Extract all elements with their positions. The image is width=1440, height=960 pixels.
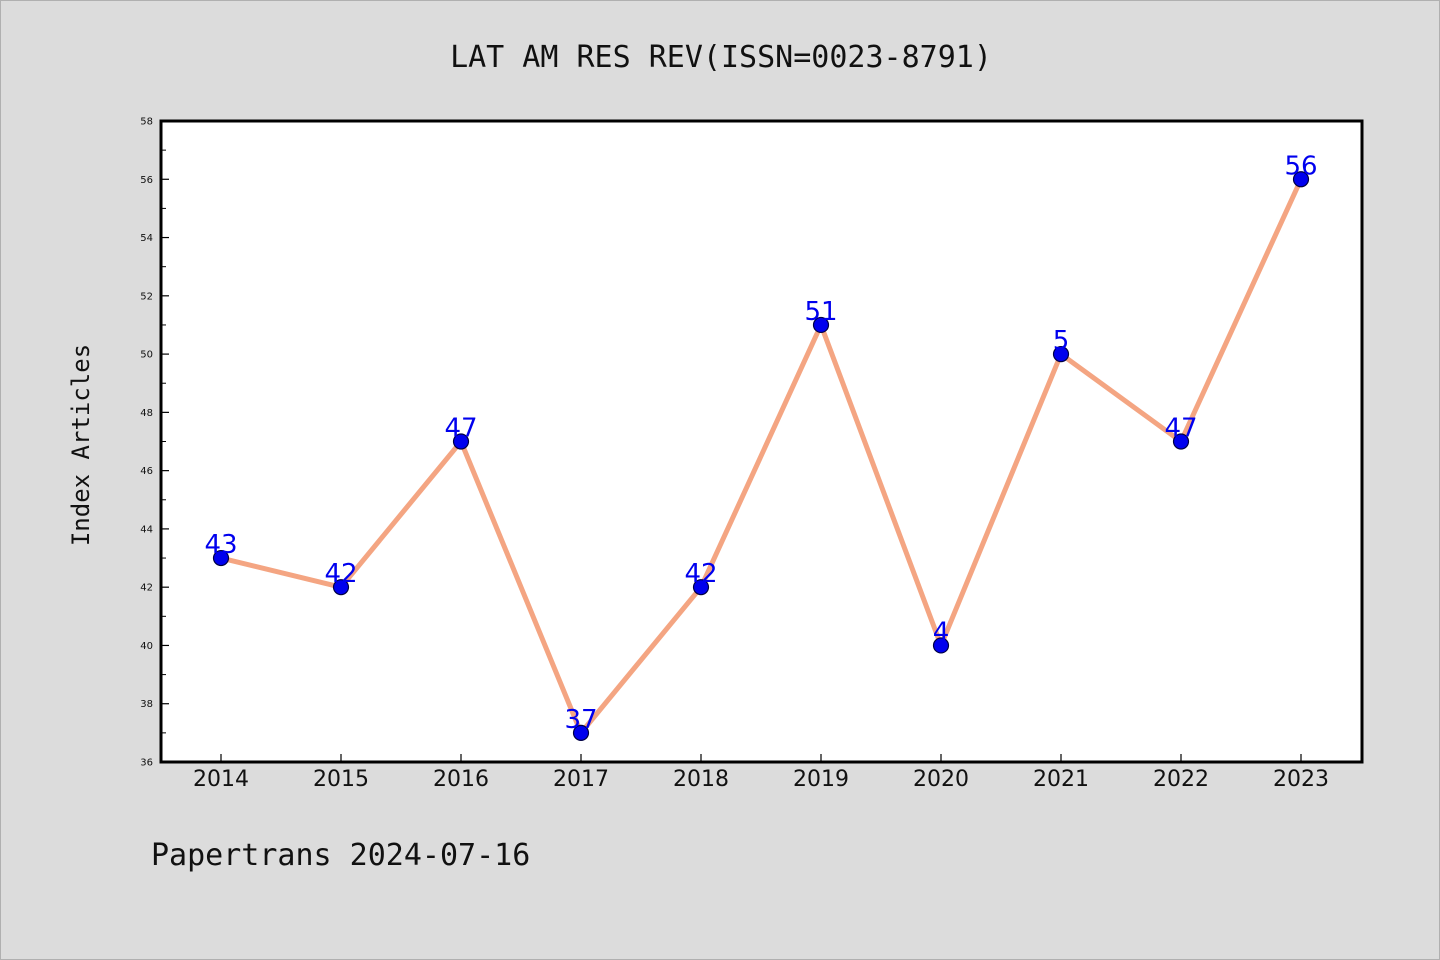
y-tick-label: 52 — [140, 291, 153, 302]
x-axis-ticks: 2014 2015 2016 2017 2018 2019 2020 2021 2022 2023 — [193, 754, 1329, 792]
data-point — [932, 637, 950, 654]
data-point — [1292, 171, 1310, 188]
data-label: 47 — [444, 414, 477, 444]
data-label: 47 — [1164, 414, 1197, 444]
y-tick-label: 44 — [140, 524, 153, 535]
x-tick-label: 2020 — [913, 767, 969, 792]
y-tick-label: 46 — [140, 466, 153, 477]
series-articles — [212, 171, 1310, 741]
x-tick-label: 2019 — [793, 767, 849, 792]
data-label: 5 — [1053, 326, 1070, 356]
footer-credit: Papertrans 2024-07-16 — [151, 838, 530, 873]
data-point — [452, 433, 470, 450]
plot-area — [161, 121, 1362, 762]
data-point — [1172, 433, 1190, 450]
data-label: 42 — [684, 559, 717, 589]
data-point — [692, 579, 710, 596]
x-tick-label: 2018 — [673, 767, 729, 792]
y-tick-label: 36 — [140, 758, 153, 769]
x-tick-label: 2023 — [1273, 767, 1329, 792]
data-point — [572, 724, 590, 741]
x-tick-label: 2016 — [433, 767, 489, 792]
y-tick-label: 58 — [140, 117, 153, 128]
x-tick-label: 2017 — [553, 767, 609, 792]
y-tick-label: 48 — [140, 408, 153, 419]
data-label: 56 — [1284, 151, 1317, 181]
plot-frame — [159, 119, 1364, 764]
data-point — [332, 579, 350, 596]
x-tick-label: 2014 — [193, 767, 249, 792]
x-tick-label: 2021 — [1033, 767, 1089, 792]
y-tick-label: 54 — [140, 233, 153, 244]
data-point — [812, 316, 830, 334]
data-point — [212, 549, 230, 567]
chart-title: LAT AM RES REV(ISSN=0023-8791) — [450, 40, 992, 75]
data-label: 37 — [564, 705, 597, 735]
y-tick-label: 38 — [140, 699, 153, 710]
y-tick-label: 50 — [140, 350, 153, 361]
y-axis-label: Index Articles — [67, 344, 95, 546]
y-tick-label: 56 — [140, 175, 153, 186]
series-line — [218, 176, 1304, 736]
data-label: 42 — [324, 559, 357, 589]
data-label: 4 — [933, 617, 950, 647]
data-point — [1052, 345, 1070, 363]
x-tick-label: 2015 — [313, 767, 369, 792]
data-label: 43 — [204, 530, 237, 560]
x-tick-label: 2022 — [1153, 767, 1209, 792]
y-tick-label: 42 — [140, 583, 153, 594]
data-labels: 43 42 47 37 42 51 4 5 47 56 — [204, 151, 1317, 735]
y-tick-label: 40 — [140, 641, 153, 652]
data-label: 51 — [804, 297, 837, 327]
